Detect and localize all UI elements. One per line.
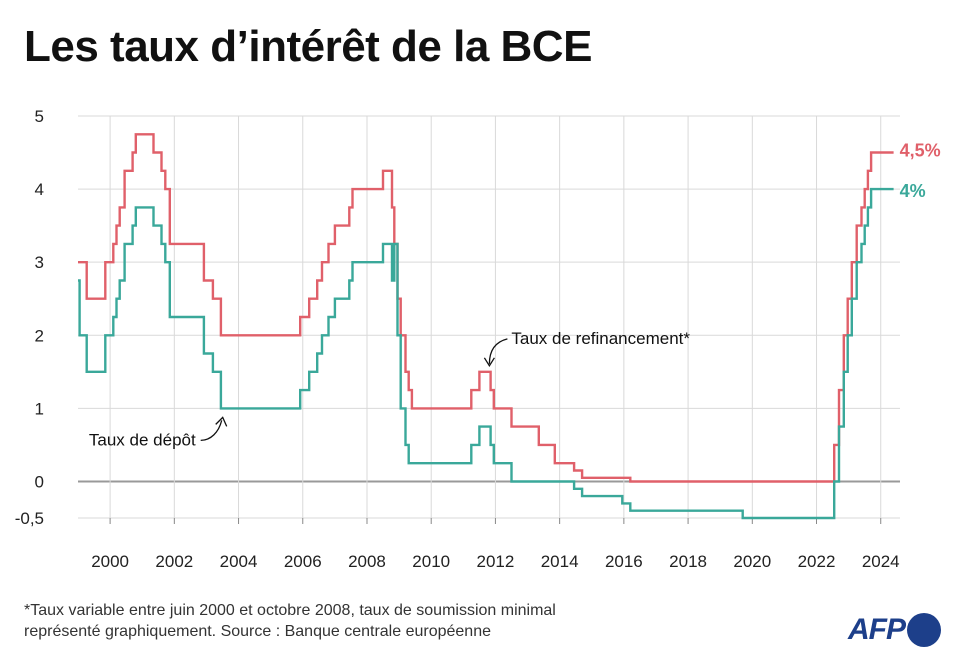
x-tick-label: 2014 [541,552,579,571]
x-tick-label: 2000 [91,552,129,571]
x-tick-label: 2006 [284,552,322,571]
footnote-line-1: *Taux variable entre juin 2000 et octobr… [24,602,556,619]
x-tick-label: 2022 [798,552,836,571]
refi-end-label: 4,5% [900,141,941,161]
y-tick-label: 2 [35,326,44,345]
y-tick-label: 5 [35,107,44,126]
footnote-line-2: représenté graphiquement. Source : Banqu… [24,623,491,640]
x-tick-label: 2002 [155,552,193,571]
x-tick-label: 2012 [477,552,515,571]
y-tick-label: 3 [35,253,44,272]
y-tick-label: 1 [35,399,44,418]
afp-logo: AFP [848,610,941,650]
refi-rate-line [78,133,894,483]
footnote: *Taux variable entre juin 2000 et octobr… [24,600,714,642]
deposit-annotation-arrowhead [215,416,228,427]
annotations: Taux de refinancement* Taux de dépôt [89,329,690,450]
y-tick-label: 4 [35,180,44,199]
afp-logo-dot [907,613,941,647]
deposit-annotation-label: Taux de dépôt [89,430,196,449]
y-tick-label: -0,5 [15,509,44,528]
y-tick-label: 0 [35,472,44,491]
deposit-annotation-leader [200,420,223,442]
deposit-rate-line [78,187,894,520]
refi-annotation-label: Taux de refinancement* [511,329,690,348]
x-tick-label: 2018 [669,552,707,571]
afp-logo-text: AFP [848,613,906,646]
x-tick-label: 2004 [220,552,258,571]
refi-annotation-arrowhead [483,357,495,368]
x-tick-label: 2008 [348,552,386,571]
x-tick-label: 2020 [733,552,771,571]
axes: 5 4 3 2 1 0 -0,5 2000 2002 2004 2006 2008 2010 2012 20… [15,107,900,571]
x-tick-label: 2010 [412,552,450,571]
series-layer: 4,5% 4% [78,133,941,520]
x-tick-label: 2024 [862,552,900,571]
refi-annotation-leader [488,338,508,364]
x-tick-label: 2016 [605,552,643,571]
deposit-end-label: 4% [900,181,926,201]
chart-title: Les taux d’intérêt de la BCE [24,22,592,71]
line-chart: 5 4 3 2 1 0 -0,5 2000 2002 2004 2006 2008 2010 2012 20… [15,107,941,571]
